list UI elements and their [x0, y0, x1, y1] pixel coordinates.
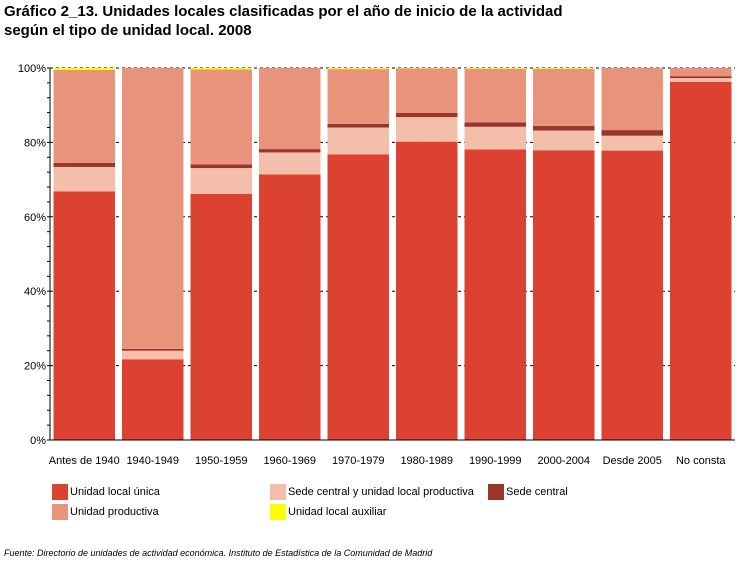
y-tick-label: 40%	[24, 286, 46, 298]
bar-segment	[53, 166, 115, 192]
y-tick-label: 60%	[24, 212, 46, 224]
legend-label: Unidad local única	[70, 486, 160, 498]
legend-item: Unidad productiva	[52, 504, 159, 520]
bar-segment	[53, 191, 115, 440]
legend-item: Unidad local auxiliar	[270, 504, 386, 520]
bar-segment	[396, 68, 458, 69]
bar-segment	[396, 141, 458, 440]
x-tick-label: 1990-1999	[469, 455, 522, 467]
bar-segment	[601, 130, 663, 136]
legend-item: Sede central	[488, 484, 568, 500]
legend-swatch	[270, 504, 286, 520]
stacked-bar-chart: 0% 20% 40% 60% 80% 100% Antes de 1940 1940-1949…	[18, 63, 735, 467]
bar-segment	[533, 68, 595, 69]
chart-title-line2: según el tipo de unidad local. 2008	[4, 22, 252, 39]
bar-segment	[190, 168, 252, 194]
legend-item: Sede central y unidad local productiva	[270, 484, 474, 500]
bar-segment	[396, 117, 458, 142]
source-note: Fuente: Directorio de unidades de activi…	[4, 548, 433, 558]
bar-segment	[533, 130, 595, 151]
y-tick-label: 0%	[30, 435, 46, 447]
bar-segment	[533, 150, 595, 440]
bar-segment	[670, 81, 732, 440]
bar-segment	[670, 76, 732, 79]
bar-segment	[190, 68, 252, 70]
x-tick-label: 1980-1989	[400, 455, 453, 467]
bar-segment	[190, 69, 252, 165]
y-tick-label: 20%	[24, 361, 46, 373]
x-tick-label: 2000-2004	[537, 455, 590, 467]
x-tick-label: 1970-1979	[332, 455, 385, 467]
legend-label: Sede central y unidad local productiva	[288, 486, 474, 498]
bar-segment	[53, 162, 115, 167]
bar-segment	[533, 68, 595, 127]
bar-segment	[53, 68, 115, 70]
bar-segment	[601, 150, 663, 441]
legend-label: Sede central	[506, 486, 568, 498]
x-tick-label: No consta	[676, 455, 726, 467]
bar-segment	[464, 68, 526, 123]
x-tick-label: Desde 2005	[603, 455, 662, 467]
bar-segment	[464, 149, 526, 440]
y-tick-label: 100%	[18, 63, 46, 75]
bar-segment	[464, 126, 526, 150]
bar-segment	[122, 348, 184, 351]
bar-segment	[464, 122, 526, 127]
bar-segment	[190, 193, 252, 440]
bar-segment	[670, 78, 732, 82]
x-tick-label: 1940-1949	[126, 455, 179, 467]
bar-segment	[327, 127, 389, 155]
y-tick-label: 80%	[24, 137, 46, 149]
bar-segment	[327, 68, 389, 70]
legend-swatch	[52, 504, 68, 520]
bar-segment	[670, 68, 732, 77]
bar-segment	[259, 68, 321, 150]
bar-segment	[53, 69, 115, 163]
bar-segment	[122, 350, 184, 360]
legend-swatch	[52, 484, 68, 500]
x-tick-label: 1960-1969	[263, 455, 316, 467]
bar-segment	[122, 68, 184, 349]
bar-segment	[396, 113, 458, 118]
bar-segment	[533, 126, 595, 131]
x-tick-label: Antes de 1940	[49, 455, 120, 467]
bar-segment	[122, 359, 184, 440]
chart-title-line1: Gráfico 2_13. Unidades locales clasifica…	[4, 3, 563, 20]
bar-segment	[601, 68, 663, 131]
legend-item: Unidad local única	[52, 484, 160, 500]
legend-label: Unidad local auxiliar	[288, 506, 387, 518]
bar-segment	[190, 164, 252, 169]
legend-swatch	[270, 484, 286, 500]
bar-segment	[327, 69, 389, 124]
bar-segment	[327, 154, 389, 440]
bar-segment	[259, 174, 321, 440]
bar-segment	[601, 135, 663, 151]
bar-segment	[396, 68, 458, 114]
bar-segment	[327, 123, 389, 128]
x-tick-label: 1950-1959	[195, 455, 248, 467]
bar-segment	[464, 68, 526, 69]
legend-label: Unidad productiva	[70, 506, 159, 518]
chart-title: Gráfico 2_13. Unidades locales clasifica…	[4, 2, 563, 40]
legend-swatch	[488, 484, 504, 500]
bar-segment	[259, 149, 321, 153]
bar-segment	[259, 152, 321, 175]
